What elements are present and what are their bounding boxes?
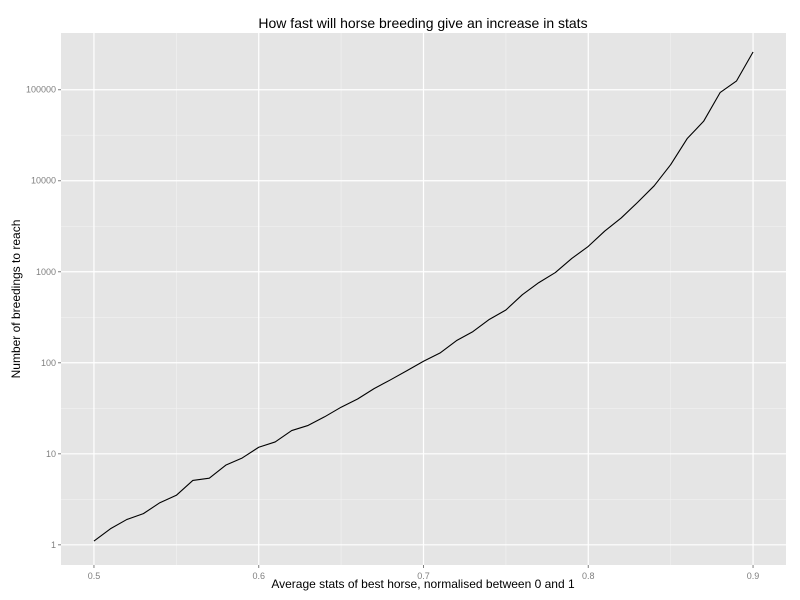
series-layer (93, 51, 754, 542)
series-line (93, 51, 754, 542)
y-axis: 1 10 100 1000 10000 100000 (26, 85, 61, 550)
y-tick-label: 1 (51, 540, 56, 550)
x-tick-label: 0.5 (88, 571, 101, 581)
y-tick-label: 100 (41, 358, 56, 368)
y-tick-label: 10 (46, 449, 56, 459)
major-gridlines (61, 33, 786, 565)
x-tick-label: 0.6 (252, 571, 265, 581)
y-tick-label: 10000 (31, 176, 56, 186)
x-tick-label: 0.9 (747, 571, 760, 581)
y-tick-label: 100000 (26, 85, 56, 95)
x-tick-label: 0.8 (582, 571, 595, 581)
y-tick-label: 1000 (36, 267, 56, 277)
y-axis-title: Number of breedings to reach (9, 220, 23, 379)
x-axis-title: Average stats of best horse, normalised … (271, 577, 575, 591)
x-tick-label: 0.7 (417, 571, 430, 581)
x-axis: 0.5 0.6 0.7 0.8 0.9 (88, 565, 760, 581)
chart-title: How fast will horse breeding give an inc… (258, 15, 587, 31)
